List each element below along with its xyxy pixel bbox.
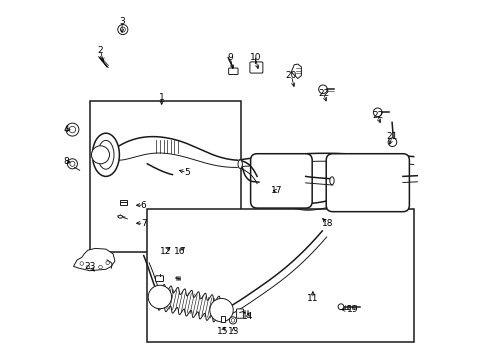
Circle shape [99,265,102,269]
Text: 9: 9 [227,53,232,62]
Text: 6: 6 [141,201,146,210]
Text: 22: 22 [371,111,383,120]
Circle shape [209,298,233,322]
Text: 19: 19 [346,305,358,314]
FancyBboxPatch shape [325,154,408,212]
Text: 8: 8 [63,157,69,166]
Text: 5: 5 [183,168,189,177]
Circle shape [318,85,326,94]
Circle shape [373,108,381,117]
Text: 2: 2 [98,46,103,55]
Circle shape [387,138,396,147]
Circle shape [80,262,83,265]
Text: 7: 7 [141,219,146,228]
Bar [147,209,413,342]
Circle shape [69,126,76,133]
Ellipse shape [92,133,119,176]
Text: 1: 1 [159,93,164,102]
Text: 3: 3 [119,17,125,26]
Ellipse shape [329,177,333,185]
Ellipse shape [118,215,122,218]
Text: 23: 23 [84,262,95,271]
Text: 12: 12 [159,248,171,256]
FancyBboxPatch shape [249,62,263,73]
Text: 22: 22 [317,89,328,98]
Bar [89,101,241,252]
Polygon shape [73,248,115,271]
Circle shape [66,123,79,136]
FancyBboxPatch shape [236,309,243,318]
Circle shape [91,146,109,164]
Circle shape [231,319,234,322]
Text: 14: 14 [242,312,253,321]
Text: 13: 13 [227,327,239,336]
Circle shape [337,304,343,310]
Circle shape [70,161,75,166]
Text: 11: 11 [306,294,318,303]
Text: 4: 4 [63,125,69,134]
Ellipse shape [238,160,242,168]
FancyBboxPatch shape [228,68,238,75]
Circle shape [106,261,109,265]
FancyBboxPatch shape [155,276,163,282]
Circle shape [120,27,125,32]
Text: 18: 18 [321,219,332,228]
Bar [221,316,225,322]
Circle shape [67,159,77,169]
Ellipse shape [98,140,114,169]
Text: 16: 16 [174,248,185,256]
FancyBboxPatch shape [250,154,311,208]
Circle shape [118,24,127,35]
Text: 20: 20 [285,71,296,80]
Text: 21: 21 [386,132,397,141]
Circle shape [86,265,89,269]
Bar [120,200,127,205]
Circle shape [148,285,171,309]
Circle shape [229,317,236,324]
Text: 15: 15 [217,327,228,336]
Text: 17: 17 [270,186,282,195]
Text: 10: 10 [249,53,261,62]
